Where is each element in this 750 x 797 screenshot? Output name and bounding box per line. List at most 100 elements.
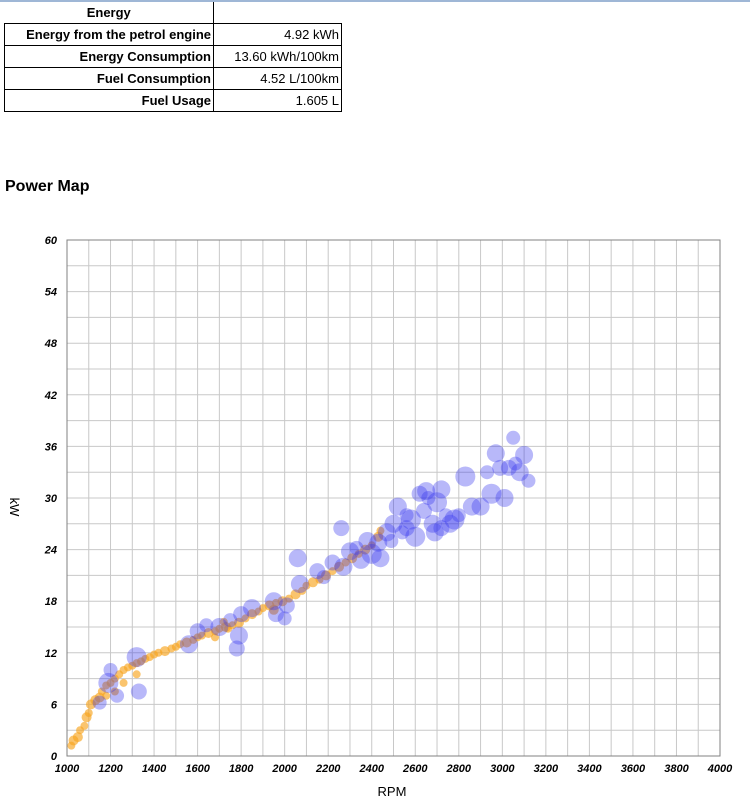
data-point-orange [159,646,170,657]
data-point-blue [92,695,107,710]
table-row: Energy Consumption 13.60 kWh/100km [4,45,342,68]
data-point-orange [268,604,279,615]
x-tick-label: 1600 [185,763,210,775]
data-point-blue [455,466,476,487]
data-point-blue [423,514,442,533]
data-point-blue [267,606,284,623]
y-tick-label: 12 [45,648,57,660]
data-point-orange [80,721,89,730]
data-point-blue [351,550,370,569]
data-point-orange [376,526,385,535]
data-point-orange [247,609,258,620]
y-tick-label: 36 [45,441,58,453]
data-point-blue [179,635,198,654]
x-tick-label: 3000 [490,763,515,775]
x-tick-label: 2200 [315,763,341,775]
data-point-blue [278,597,295,614]
data-point-blue [189,623,206,640]
data-point-blue [433,520,450,537]
data-point-blue [358,532,377,550]
data-point-blue [506,430,521,445]
y-tick-label: 42 [44,390,57,402]
data-point-blue [417,482,436,501]
top-divider [0,0,750,2]
data-point-orange [233,617,244,628]
data-point-orange [224,624,233,633]
data-point-blue [398,520,415,537]
data-point-orange [110,687,119,696]
energy-table-heading-spacer [213,2,342,24]
y-tick-label: 0 [51,751,58,763]
row-label: Energy Consumption [4,45,214,68]
row-value: 4.52 L/100km [213,67,342,90]
data-point-orange [290,589,301,600]
data-point-blue [361,543,382,564]
data-point-orange [354,549,363,558]
data-point-blue [288,549,307,568]
row-label: Energy from the petrol engine [4,23,214,46]
data-point-orange [102,691,111,700]
data-point-blue [371,549,390,568]
data-point-blue [324,554,341,571]
data-point-orange [285,594,294,603]
y-tick-label: 6 [51,699,58,711]
data-point-blue [349,540,364,555]
data-point-blue [395,525,410,540]
x-tick-label: 3800 [664,763,689,775]
energy-table-heading-row: Energy [5,2,342,24]
y-tick-label: 60 [45,235,58,247]
data-point-orange [241,614,250,623]
data-point-blue [441,514,460,533]
x-axis-label: RPM [378,784,407,797]
data-point-blue [481,483,502,504]
x-tick-label: 3200 [534,763,559,775]
row-value: 4.92 kWh [213,23,342,46]
data-point-blue [334,557,353,576]
x-tick-label: 1400 [142,763,167,775]
data-point-orange [328,567,337,576]
x-tick-label: 2000 [271,763,297,775]
data-point-orange [211,633,220,642]
chart-points [67,430,536,750]
data-point-orange [334,561,345,572]
data-point-blue [277,611,292,626]
y-tick-label: 24 [44,545,57,557]
data-point-blue [316,570,331,585]
data-point-orange [132,670,141,679]
y-axis-label: kW [7,498,22,518]
data-point-orange [119,678,128,687]
data-point-blue [444,509,465,530]
data-point-blue [210,618,229,636]
chart-grid [66,239,721,757]
data-point-blue [377,523,396,542]
data-point-blue [427,492,448,513]
data-point-blue [415,502,432,519]
x-tick-label: 2600 [402,763,428,775]
data-point-orange [321,570,332,581]
data-point-blue [480,465,495,480]
section-title: Power Map [5,178,90,195]
data-point-blue [223,613,238,628]
x-tick-label: 1000 [55,763,80,775]
data-point-blue [492,459,509,476]
row-value: 1.605 L [213,89,342,112]
data-point-blue [228,640,245,657]
data-point-orange [84,709,93,717]
x-tick-label: 3600 [621,763,646,775]
data-point-blue [290,575,309,593]
data-point-blue [384,534,399,548]
data-point-blue [384,514,403,533]
data-point-orange [203,628,214,639]
data-point-blue [229,626,248,645]
y-tick-label: 48 [44,338,58,350]
data-point-blue [309,563,326,580]
energy-table-heading: Energy [86,5,131,20]
data-point-blue [233,606,250,623]
data-point-orange [181,637,192,648]
data-point-blue [405,526,426,547]
data-point-blue [369,533,388,552]
data-point-blue [462,497,481,516]
y-tick-label: 18 [45,596,58,608]
table-row: Energy from the petrol engine 4.92 kWh [4,23,342,46]
data-point-blue [510,463,529,482]
